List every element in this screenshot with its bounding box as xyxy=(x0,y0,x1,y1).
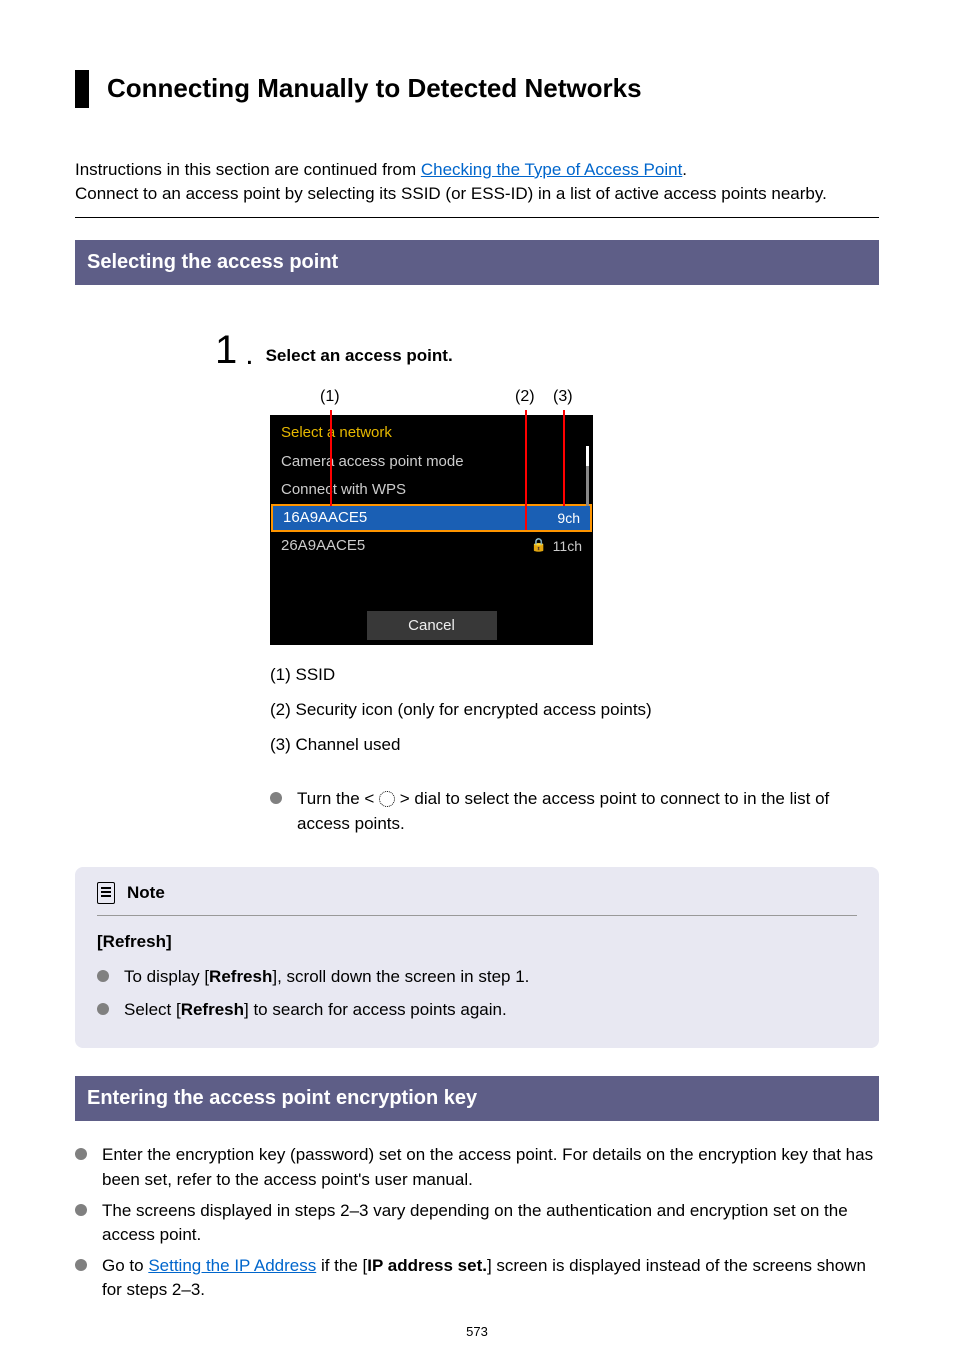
callout-2: (2) xyxy=(515,385,535,408)
row-channel: 9ch xyxy=(557,508,580,528)
section-selecting-ap: Selecting the access point xyxy=(75,240,879,285)
page-number: 573 xyxy=(75,1323,879,1342)
screen-row-selected: 16A9AACE5 9ch xyxy=(271,504,592,532)
row-channel-wrap: 🔒 11ch xyxy=(530,536,582,556)
step-title: Select an access point. xyxy=(266,344,453,369)
note-label: Note xyxy=(127,881,165,906)
intro-prefix: Instructions in this section are continu… xyxy=(75,160,421,179)
legend-security: (2) Security icon (only for encrypted ac… xyxy=(270,698,879,723)
bullet-icon xyxy=(75,1204,87,1216)
screen-row-ap2: 26A9AACE5 🔒 11ch xyxy=(271,532,592,560)
row-label: Connect with WPS xyxy=(281,479,406,501)
screenshot-wrap: (1) (2) (3) Select a network Camera acce… xyxy=(270,385,879,646)
bullet-text: The screens displayed in steps 2–3 vary … xyxy=(102,1199,879,1248)
bullet-text: Select [Refresh] to search for access po… xyxy=(124,998,507,1023)
note-bullet-2: Select [Refresh] to search for access po… xyxy=(97,998,857,1023)
scrollbar-thumb xyxy=(586,446,589,466)
bullet-icon xyxy=(75,1259,87,1271)
checking-type-link[interactable]: Checking the Type of Access Point xyxy=(421,160,682,179)
setting-ip-link[interactable]: Setting the IP Address xyxy=(148,1256,316,1275)
body-bullet-2: The screens displayed in steps 2–3 vary … xyxy=(75,1199,879,1248)
callout-line-1 xyxy=(330,410,332,506)
legend: (1) SSID (2) Security icon (only for enc… xyxy=(270,663,879,757)
row-channel: 11ch xyxy=(553,536,582,556)
lock-icon: 🔒 xyxy=(530,536,546,555)
ip-set-bold: IP address set. xyxy=(367,1256,487,1275)
note-icon xyxy=(97,882,115,904)
divider xyxy=(75,217,879,218)
note-header: Note xyxy=(97,881,857,906)
page-title: Connecting Manually to Detected Networks xyxy=(107,70,879,108)
screen-empty xyxy=(271,560,592,615)
bullet-icon xyxy=(270,792,282,804)
note-separator xyxy=(97,915,857,916)
bullet-icon xyxy=(97,1003,109,1015)
step-1: 1 . Select an access point. xyxy=(215,330,879,370)
legend-ssid: (1) SSID xyxy=(270,663,879,688)
cancel-button: Cancel xyxy=(367,611,497,641)
bullet-text: To display [Refresh], scroll down the sc… xyxy=(124,965,529,990)
bullet-icon xyxy=(75,1148,87,1160)
callout-3: (3) xyxy=(553,385,573,408)
row-ssid: 16A9AACE5 xyxy=(283,507,367,529)
bullet-text: Go to Setting the IP Address if the [IP … xyxy=(102,1254,879,1303)
t: Select [ xyxy=(124,1000,181,1019)
screen-row-camera-ap: Camera access point mode xyxy=(271,448,592,476)
legend-channel: (3) Channel used xyxy=(270,733,879,758)
callout-line-3 xyxy=(563,410,565,506)
camera-screen: Select a network Camera access point mod… xyxy=(270,415,593,646)
body-bullet-1: Enter the encryption key (password) set … xyxy=(75,1143,879,1192)
bullet-text: Enter the encryption key (password) set … xyxy=(102,1143,879,1192)
page-title-wrap: Connecting Manually to Detected Networks xyxy=(75,70,879,108)
refresh-bold: Refresh xyxy=(181,1000,244,1019)
note-bullets: To display [Refresh], scroll down the sc… xyxy=(97,965,857,1022)
intro-suffix: . xyxy=(682,160,687,179)
bullet-text-before: Turn the < xyxy=(297,789,379,808)
row-ssid: 26A9AACE5 xyxy=(281,535,365,557)
t: ], scroll down the screen in step 1. xyxy=(272,967,529,986)
callout-line-2 xyxy=(525,410,527,530)
body-bullets: Enter the encryption key (password) set … xyxy=(75,1143,879,1303)
bullet-text: Turn the < > dial to select the access p… xyxy=(297,787,879,836)
refresh-bold: Refresh xyxy=(209,967,272,986)
note-subtitle: [Refresh] xyxy=(97,930,857,955)
section-encryption-key: Entering the access point encryption key xyxy=(75,1076,879,1121)
bullet-icon xyxy=(97,970,109,982)
note-box: Note [Refresh] To display [Refresh], scr… xyxy=(75,867,879,1049)
step-dot: . xyxy=(245,340,253,370)
row-label: Camera access point mode xyxy=(281,451,464,473)
t: ] to search for access points again. xyxy=(244,1000,507,1019)
dial-icon xyxy=(379,791,395,807)
body-bullet-3: Go to Setting the IP Address if the [IP … xyxy=(75,1254,879,1303)
screen-header: Select a network xyxy=(271,416,592,448)
intro-paragraph: Instructions in this section are continu… xyxy=(75,158,879,207)
callout-1: (1) xyxy=(320,385,340,408)
t: To display [ xyxy=(124,967,209,986)
bullet-turn-dial: Turn the < > dial to select the access p… xyxy=(270,787,879,836)
note-bullet-1: To display [Refresh], scroll down the sc… xyxy=(97,965,857,990)
t: Go to xyxy=(102,1256,148,1275)
t: if the [ xyxy=(316,1256,367,1275)
step-bullets: Turn the < > dial to select the access p… xyxy=(270,787,879,836)
callout-row: (1) (2) (3) xyxy=(270,385,879,415)
step-number: 1 xyxy=(215,330,237,370)
intro-line2: Connect to an access point by selecting … xyxy=(75,184,827,203)
screen-row-wps: Connect with WPS xyxy=(271,476,592,504)
